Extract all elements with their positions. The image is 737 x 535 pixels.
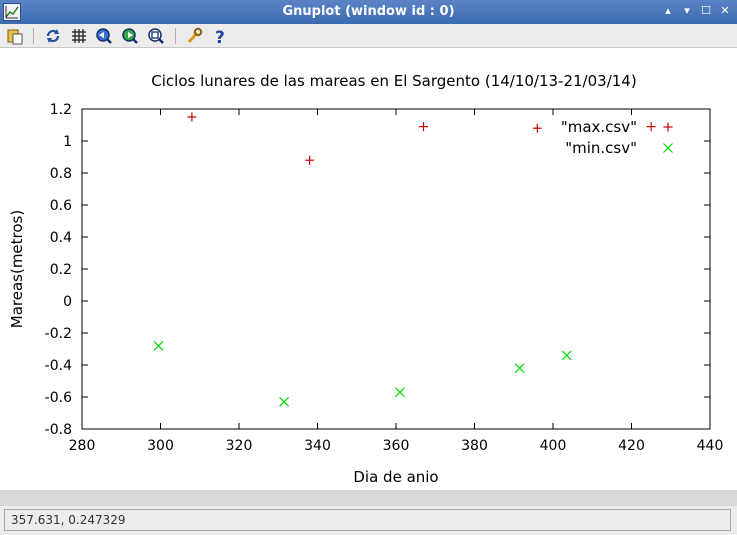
window-title: Gnuplot (window id : 0) [282,4,455,19]
unzoom-button[interactable] [147,27,165,45]
max-data-point [532,123,542,133]
gnuplot-app-icon [3,3,21,21]
max-data-point [305,155,315,165]
x-tick-label: 280 [69,438,96,454]
zoom-next-button[interactable] [121,27,139,45]
toolbar-separator [33,28,34,44]
toolbar-separator [175,28,176,44]
close-button[interactable]: ✕ [720,4,730,17]
data-points [153,112,656,407]
mouse-coordinates-readout: 357.631, 0.247329 [4,509,731,531]
replot-icon [46,29,60,43]
grid-icon [72,29,86,43]
minimize-button[interactable]: ▾ [684,4,690,17]
legend-marker [663,143,673,153]
x-tick-label: 300 [147,438,174,454]
min-data-point [279,396,290,407]
plot-frame [81,108,711,430]
x-tick-label: 440 [697,438,724,454]
x-tick-label: 420 [618,438,645,454]
help-icon: ? [215,28,225,48]
min-data-point [561,350,572,361]
legend-marker [663,122,673,132]
zoom-previous-button[interactable] [95,27,113,45]
y-tick-label: -0.6 [45,390,72,406]
legend-entry-label: "min.csv" [565,139,637,157]
legend: "max.csv" "min.csv" [561,118,673,157]
chart-icon [5,6,19,19]
zoom-previous-icon [96,28,112,44]
replot-button[interactable] [44,27,62,45]
shade-up-button[interactable]: ▴ [665,4,671,17]
settings-button[interactable] [185,27,203,45]
max-data-point [187,112,197,122]
x-tick-label: 320 [226,438,253,454]
x-tick-label: 380 [461,438,488,454]
y-tick-label: -0.2 [45,326,72,342]
y-tick-label: 0 [63,294,72,310]
y-tick-label: -0.4 [45,358,72,374]
x-axis-label: Dia de anio [353,468,438,486]
copy-clipboard-button[interactable] [6,27,24,45]
y-tick-label: 0.6 [50,198,72,214]
statusbar: 357.631, 0.247329 [0,506,737,535]
x-tick-label: 360 [383,438,410,454]
unzoom-icon [148,28,164,44]
min-data-point [153,340,164,351]
max-data-point [646,122,656,132]
svg-text:?: ? [215,28,225,45]
y-tick-label: 0.8 [50,166,72,182]
max-data-point [418,122,428,132]
y-tick-label: -0.8 [45,422,72,438]
maximize-button[interactable]: ☐ [701,4,711,17]
y-tick-label: 1 [63,134,72,150]
statusbar-gap [0,490,737,506]
zoom-next-icon [122,28,138,44]
grid-button[interactable] [70,27,88,45]
window-titlebar[interactable]: Gnuplot (window id : 0) ▴ ▾ ☐ ✕ [0,0,737,24]
help-button[interactable]: ? [211,27,229,48]
copy-clipboard-icon [7,29,23,45]
toolbar: ? [0,24,737,48]
legend-entry-label: "max.csv" [561,118,637,136]
y-tick-label: 1.2 [50,102,72,118]
y-tick-label: 0.4 [50,230,72,246]
y-tick-label: 0.2 [50,262,72,278]
min-data-point [395,387,405,398]
y-axis-label: Mareas(metros) [8,210,26,328]
x-tick-label: 400 [540,438,567,454]
x-tick-label: 340 [304,438,331,454]
axis-ticks: 280 300 320 340 360 380 400 420 440 -0.8 -0.6 -0.4 -… [45,102,724,454]
scatter-chart[interactable]: Ciclos lunares de las mareas en El Sarge… [0,48,737,490]
chart-title: Ciclos lunares de las mareas en El Sarge… [151,72,636,90]
plot-area[interactable]: Ciclos lunares de las mareas en El Sarge… [0,48,737,490]
min-data-point [514,363,525,374]
settings-wrench-icon [187,27,203,43]
